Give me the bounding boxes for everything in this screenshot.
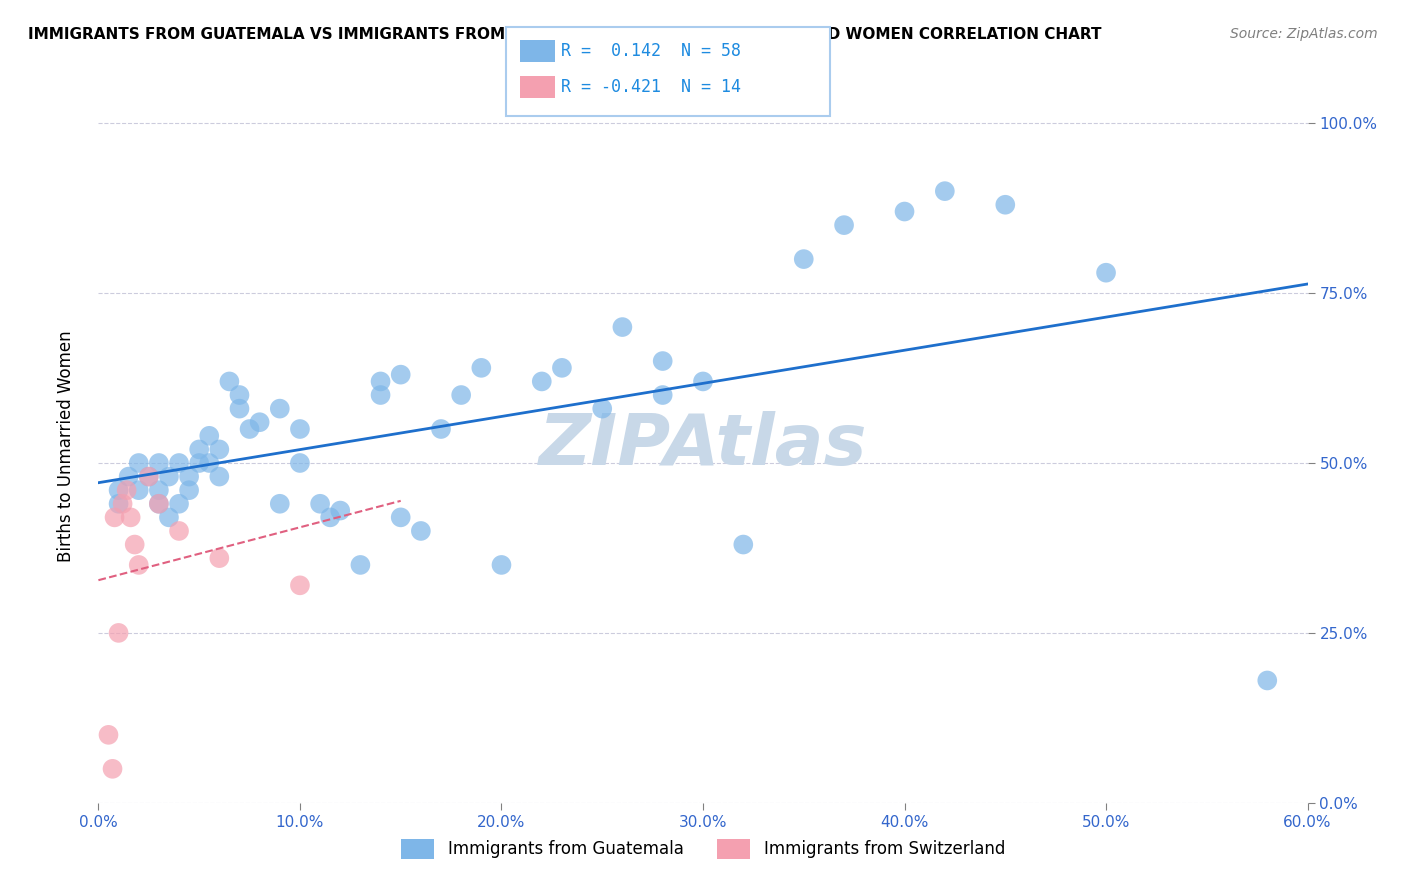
Text: R =  0.142  N = 58: R = 0.142 N = 58 xyxy=(561,42,741,60)
Point xyxy=(692,375,714,389)
Point xyxy=(138,469,160,483)
Point xyxy=(107,483,129,498)
Point xyxy=(551,360,574,375)
Point xyxy=(115,483,138,498)
Point xyxy=(832,218,855,232)
Point xyxy=(370,375,392,389)
Point xyxy=(651,354,673,368)
Point xyxy=(450,388,472,402)
Point xyxy=(128,558,150,572)
Point xyxy=(218,375,240,389)
Point xyxy=(148,483,170,498)
Point xyxy=(101,762,124,776)
Point xyxy=(793,252,815,266)
Point xyxy=(389,368,412,382)
Text: IMMIGRANTS FROM GUATEMALA VS IMMIGRANTS FROM SWITZERLAND BIRTHS TO UNMARRIED WOM: IMMIGRANTS FROM GUATEMALA VS IMMIGRANTS … xyxy=(28,27,1102,42)
Point xyxy=(208,469,231,483)
Point xyxy=(288,578,311,592)
Point xyxy=(179,469,201,483)
Point xyxy=(188,442,211,457)
Point xyxy=(167,497,190,511)
Point xyxy=(470,360,492,375)
Point xyxy=(198,429,221,443)
Point xyxy=(612,320,634,334)
Point xyxy=(124,537,146,551)
Point xyxy=(107,497,129,511)
Point xyxy=(198,456,221,470)
Point xyxy=(128,483,150,498)
Point xyxy=(228,401,250,416)
Point xyxy=(288,456,311,470)
Point xyxy=(148,497,170,511)
Point xyxy=(370,388,392,402)
Point xyxy=(138,469,160,483)
Point xyxy=(349,558,371,572)
Point xyxy=(1256,673,1278,688)
Point xyxy=(269,497,291,511)
Text: R = -0.421  N = 14: R = -0.421 N = 14 xyxy=(561,78,741,95)
Text: ZIPAtlas: ZIPAtlas xyxy=(538,411,868,481)
Point xyxy=(1095,266,1118,280)
Point xyxy=(319,510,342,524)
Point xyxy=(651,388,673,402)
Text: Source: ZipAtlas.com: Source: ZipAtlas.com xyxy=(1230,27,1378,41)
Point xyxy=(409,524,432,538)
Point xyxy=(491,558,513,572)
Point xyxy=(179,483,201,498)
Point xyxy=(148,497,170,511)
Y-axis label: Births to Unmarried Women: Births to Unmarried Women xyxy=(56,330,75,562)
Point xyxy=(249,415,271,429)
Point xyxy=(167,456,190,470)
Point xyxy=(128,456,150,470)
Point xyxy=(118,469,141,483)
Point xyxy=(309,497,332,511)
Point xyxy=(934,184,956,198)
Point xyxy=(208,551,231,566)
Point xyxy=(994,198,1017,212)
Point xyxy=(269,401,291,416)
Point xyxy=(103,510,125,524)
Point xyxy=(389,510,412,524)
Point xyxy=(148,456,170,470)
Point xyxy=(111,497,134,511)
Point xyxy=(107,626,129,640)
Point xyxy=(228,388,250,402)
Point xyxy=(591,401,613,416)
Point xyxy=(97,728,120,742)
Point xyxy=(530,375,553,389)
Point xyxy=(893,204,915,219)
Legend: Immigrants from Guatemala, Immigrants from Switzerland: Immigrants from Guatemala, Immigrants fr… xyxy=(394,832,1012,866)
Point xyxy=(288,422,311,436)
Point xyxy=(208,442,231,457)
Point xyxy=(167,524,190,538)
Point xyxy=(329,503,352,517)
Point xyxy=(157,469,180,483)
Point xyxy=(157,510,180,524)
Point xyxy=(188,456,211,470)
Point xyxy=(430,422,453,436)
Point xyxy=(239,422,262,436)
Point xyxy=(733,537,755,551)
Point xyxy=(120,510,142,524)
